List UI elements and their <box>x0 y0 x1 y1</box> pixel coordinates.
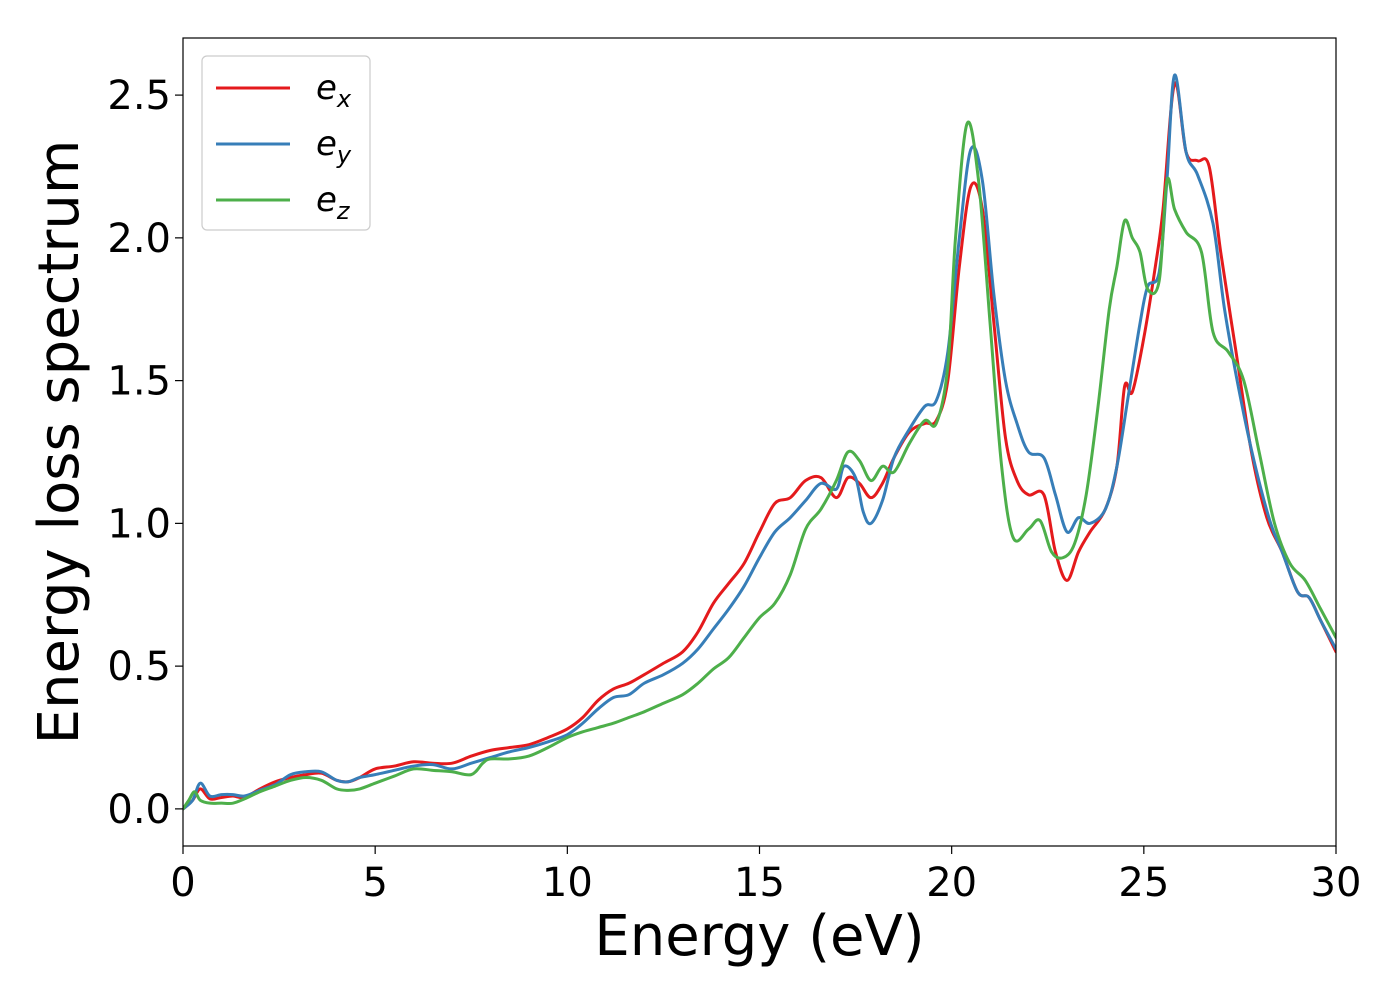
x-tick-label: 20 <box>926 860 977 906</box>
x-tick-label: 10 <box>542 860 593 906</box>
x-axis: 0 5 10 15 20 25 30 <box>170 846 1361 906</box>
y-tick-label: 1.0 <box>107 501 171 547</box>
y-tick-label: 1.5 <box>107 359 171 405</box>
x-tick-label: 25 <box>1118 860 1169 906</box>
x-axis-title: Energy (eV) <box>594 904 924 969</box>
x-tick-label: 15 <box>734 860 785 906</box>
y-axis-title: Energy loss spectrum <box>27 140 92 745</box>
x-tick-label: 5 <box>362 860 387 906</box>
series-layer <box>183 73 1336 811</box>
y-tick-label: 0.0 <box>107 787 171 833</box>
y-tick-label: 2.5 <box>107 73 171 119</box>
y-tick-label: 2.0 <box>107 216 171 262</box>
plot-area <box>183 38 1336 846</box>
x-tick-label: 0 <box>170 860 195 906</box>
x-tick-label: 30 <box>1311 860 1362 906</box>
y-tick-label: 0.5 <box>107 644 171 690</box>
y-axis: 0.0 0.5 1.0 1.5 2.0 2.5 <box>107 73 183 833</box>
series-line-z <box>183 120 1336 811</box>
